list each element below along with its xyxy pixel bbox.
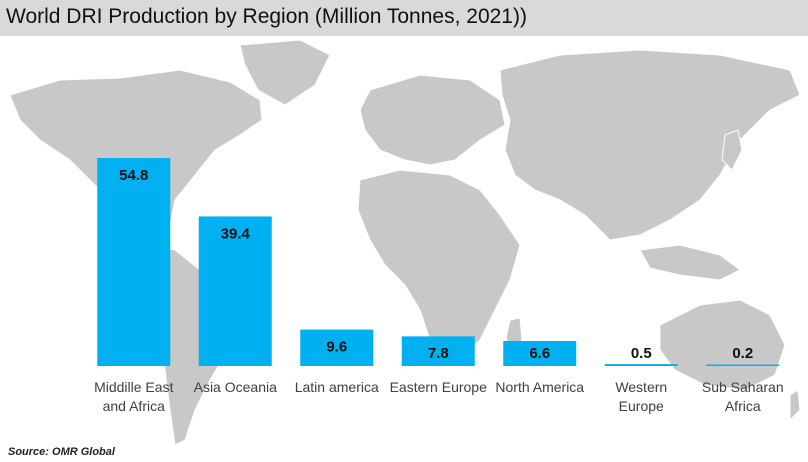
bar-5 <box>604 364 678 366</box>
map-southeast-asia <box>639 244 741 281</box>
category-labels-group: Middille East and Africa Asia Oceania Latin… <box>94 379 784 414</box>
value-label-2: 9.6 <box>326 339 347 356</box>
category-label-6-0: Sub Saharan <box>702 379 784 395</box>
map-africa <box>357 169 521 366</box>
value-label-6: 0.2 <box>732 345 753 362</box>
value-label-5: 0.5 <box>631 345 652 362</box>
map-new-zealand <box>789 389 801 422</box>
value-label-4: 6.6 <box>529 345 550 362</box>
source-note: Source: OMR Global <box>8 446 115 458</box>
category-label-5-1: Europe <box>619 398 664 414</box>
category-label-2-0: Latin america <box>295 379 379 395</box>
bar-3 <box>401 336 475 366</box>
value-label-1: 39.4 <box>221 225 251 242</box>
category-label-5-0: Western <box>615 379 667 395</box>
map-north-america <box>9 69 263 241</box>
category-label-3-0: Eastern Europe <box>390 379 487 395</box>
map-europe <box>359 74 506 166</box>
bar-4 <box>503 340 577 366</box>
bars-group <box>97 158 780 366</box>
category-label-1-0: Asia Oceania <box>194 379 277 395</box>
category-label-4-0: North America <box>495 379 584 395</box>
value-label-0: 54.8 <box>119 167 148 184</box>
category-label-0-1: and Africa <box>103 398 165 414</box>
bar-2 <box>300 329 374 366</box>
category-label-6-1: Africa <box>725 398 761 414</box>
title-bar <box>0 0 808 36</box>
bar-0 <box>97 158 171 366</box>
value-labels-group: 54.8 39.4 9.6 7.8 6.6 0.5 0.2 <box>119 167 753 362</box>
value-label-3: 7.8 <box>428 345 449 362</box>
category-label-0-0: Middille East <box>94 379 173 395</box>
map-japan <box>721 129 743 171</box>
chart-title: World DRI Production by Region (Million … <box>6 5 527 28</box>
map-australia <box>659 299 786 391</box>
bar-6 <box>706 364 780 366</box>
map-greenland <box>239 39 331 106</box>
map-asia <box>499 49 801 241</box>
bar-1 <box>198 216 272 366</box>
